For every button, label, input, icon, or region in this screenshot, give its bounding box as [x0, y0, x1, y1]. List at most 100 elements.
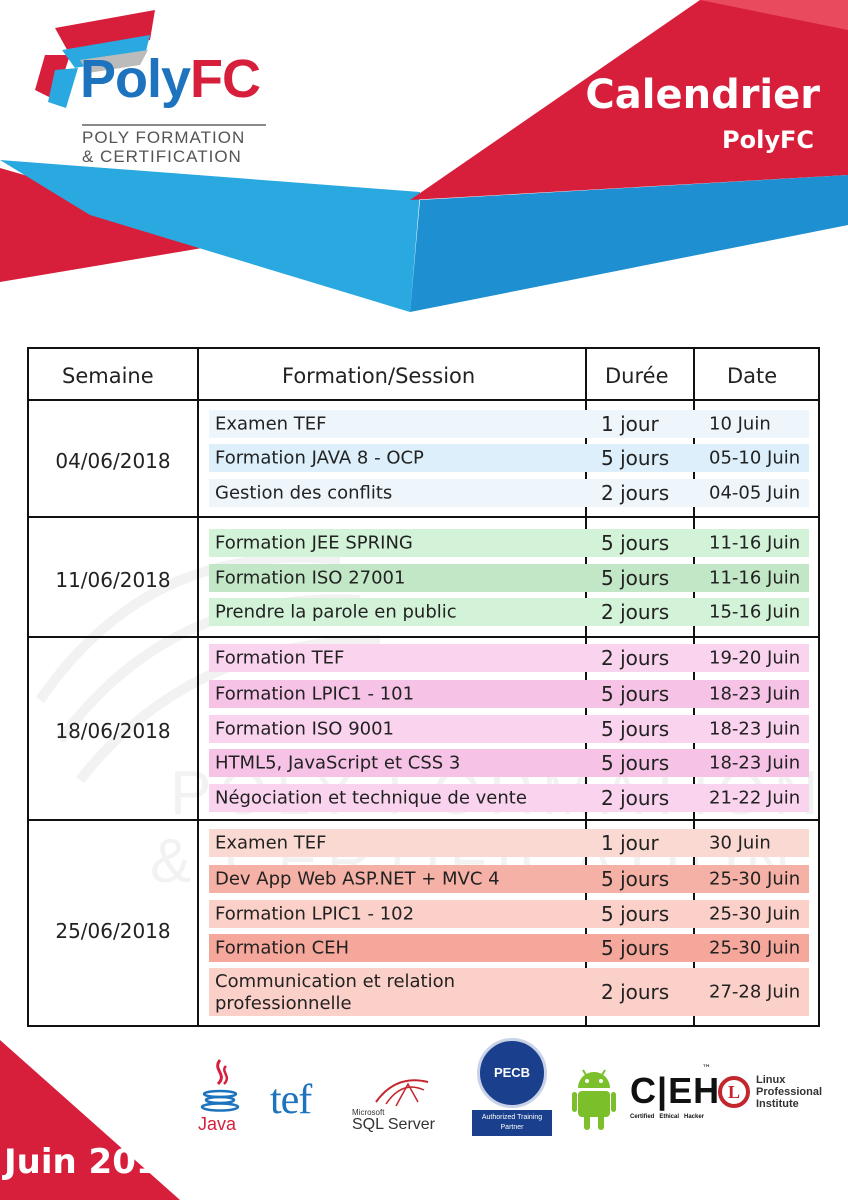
ceh-trademark: ™	[702, 1064, 711, 1074]
java-label: Java	[198, 1114, 237, 1134]
row-formation: Formation LPIC1 - 101	[215, 683, 415, 705]
row-date: 21-22 Juin	[709, 787, 801, 809]
ceh-logo: C|EH ™ Certified Ethical Hacker	[630, 1064, 719, 1130]
ceh-subtitle: Certified Ethical Hacker	[630, 1114, 705, 1120]
table-row: Gestion des conflits 2 jours 04-05 Juin	[209, 479, 809, 507]
lpi-line-2: Professional	[756, 1086, 823, 1098]
row-formation: Formation CEH	[215, 937, 350, 959]
row-formation: Dev App Web ASP.NET + MVC 4	[215, 868, 500, 890]
bottom-left-red	[0, 1040, 180, 1200]
row-duration: 5 jours	[601, 751, 670, 775]
pecb-logo: PECB Authorized Training Partner	[472, 1038, 552, 1143]
table-row: Examen TEF 1 jour 10 Juin	[209, 410, 809, 438]
footer-month: Juin 2018	[4, 1142, 184, 1182]
week-divider-2	[29, 636, 818, 638]
row-formation: Formation ISO 27001	[215, 567, 406, 589]
pecb-badge: Authorized Training Partner	[472, 1110, 552, 1136]
blue-wedge	[0, 160, 420, 312]
row-date: 25-30 Juin	[709, 937, 801, 959]
row-date: 18-23 Juin	[709, 683, 801, 705]
week-divider-1	[29, 516, 818, 518]
sql-microsoft-label: Microsoft	[352, 1108, 385, 1117]
table-row: Formation LPIC1 - 102 5 jours 25-30 Juin	[209, 900, 809, 928]
pecb-label: PECB	[493, 1065, 531, 1080]
logo-tagline-2: & CERTIFICATION	[82, 147, 242, 166]
android-icon	[572, 1069, 616, 1130]
android-logo	[572, 1064, 616, 1132]
row-formation-line-2: professionnelle	[215, 993, 352, 1014]
row-duration: 2 jours	[601, 481, 670, 505]
table-row: Formation JEE SPRING 5 jours 11-16 Juin	[209, 529, 809, 557]
top-right-red	[410, 0, 848, 200]
row-duration: 5 jours	[601, 531, 670, 555]
page-title: Calendrier	[585, 72, 820, 118]
logo-tagline-1: POLY FORMATION	[82, 128, 246, 147]
row-date: 11-16 Juin	[709, 532, 801, 554]
row-formation: Prendre la parole en public	[215, 601, 457, 623]
tef-logo: tef	[270, 1077, 312, 1123]
logo-wordmark: PolyFC	[80, 49, 261, 109]
page-subtitle: PolyFC	[722, 126, 814, 154]
row-duration: 5 jours	[601, 566, 670, 590]
table-row: Formation JAVA 8 - OCP 5 jours 05-10 Jui…	[209, 444, 809, 472]
week-label-3: 18/06/2018	[55, 719, 171, 743]
row-duration: 5 jours	[601, 867, 670, 891]
row-formation: Examen TEF	[215, 413, 327, 435]
java-logo: Java	[190, 1058, 250, 1138]
table-row: Communication et relation professionnell…	[209, 968, 809, 1016]
header-divider	[29, 399, 818, 401]
row-date: 10 Juin	[709, 413, 771, 435]
week-divider-3	[29, 819, 818, 821]
table-row: Prendre la parole en public 2 jours 15-1…	[209, 598, 809, 626]
row-duration: 1 jour	[601, 831, 659, 855]
header-date: Date	[727, 364, 778, 388]
logo-mark	[35, 10, 155, 108]
table-row: HTML5, JavaScript et CSS 3 5 jours 18-23…	[209, 749, 809, 777]
row-formation: Communication et relation professionnell…	[215, 971, 455, 1015]
week-label-2: 11/06/2018	[55, 568, 171, 592]
row-formation: HTML5, JavaScript et CSS 3	[215, 752, 461, 774]
row-formation: Formation JAVA 8 - OCP	[215, 447, 424, 469]
row-duration: 5 jours	[601, 902, 670, 926]
lpi-line-3: Institute	[756, 1098, 799, 1110]
row-duration: 2 jours	[601, 786, 670, 810]
row-duration: 2 jours	[601, 646, 670, 670]
pecb-seal: PECB	[477, 1038, 547, 1108]
row-date: 15-16 Juin	[709, 601, 801, 623]
right-blue-wedge	[410, 175, 848, 312]
row-formation: Formation LPIC1 - 102	[215, 903, 415, 925]
lpi-logo: L Linux Professional Institute	[718, 1074, 830, 1118]
table-row: Formation LPIC1 - 101 5 jours 18-23 Juin	[209, 680, 809, 708]
row-duration: 5 jours	[601, 936, 670, 960]
row-formation-line-1: Communication et relation	[215, 971, 456, 992]
ceh-label: C|EH	[630, 1070, 721, 1111]
header-duration: Durée	[605, 364, 669, 388]
logo-divider	[82, 124, 266, 126]
row-duration: 2 jours	[601, 600, 670, 624]
table-row: Formation TEF 2 jours 19-20 Juin	[209, 644, 809, 672]
lpi-text: Linux Professional Institute	[756, 1074, 822, 1110]
row-formation: Négociation et technique de vente	[215, 787, 527, 809]
java-cup-icon	[200, 1059, 240, 1112]
row-date: 18-23 Juin	[709, 752, 801, 774]
week-label-4: 25/06/2018	[55, 919, 171, 943]
row-date: 04-05 Juin	[709, 482, 801, 504]
table-row: Dev App Web ASP.NET + MVC 4 5 jours 25-3…	[209, 865, 809, 893]
row-date: 11-16 Juin	[709, 567, 801, 589]
sql-server-icon	[375, 1079, 429, 1107]
col-divider-1	[197, 349, 199, 1025]
lpi-line-1: Linux	[756, 1074, 786, 1086]
row-formation: Formation TEF	[215, 647, 345, 669]
row-date: 27-28 Juin	[709, 981, 801, 1003]
row-date: 25-30 Juin	[709, 868, 801, 890]
pecb-badge-line-1: Authorized Training	[481, 1114, 543, 1121]
row-date: 25-30 Juin	[709, 903, 801, 925]
lpi-mark-icon: L	[718, 1076, 750, 1108]
logo-fc: FC	[190, 49, 261, 109]
table-row: Examen TEF 1 jour 30 Juin	[209, 829, 809, 857]
row-formation: Gestion des conflits	[215, 482, 393, 504]
table-row: Formation ISO 27001 5 jours 11-16 Juin	[209, 564, 809, 592]
row-duration: 2 jours	[601, 980, 670, 1004]
table-row: Formation ISO 9001 5 jours 18-23 Juin	[209, 715, 809, 743]
